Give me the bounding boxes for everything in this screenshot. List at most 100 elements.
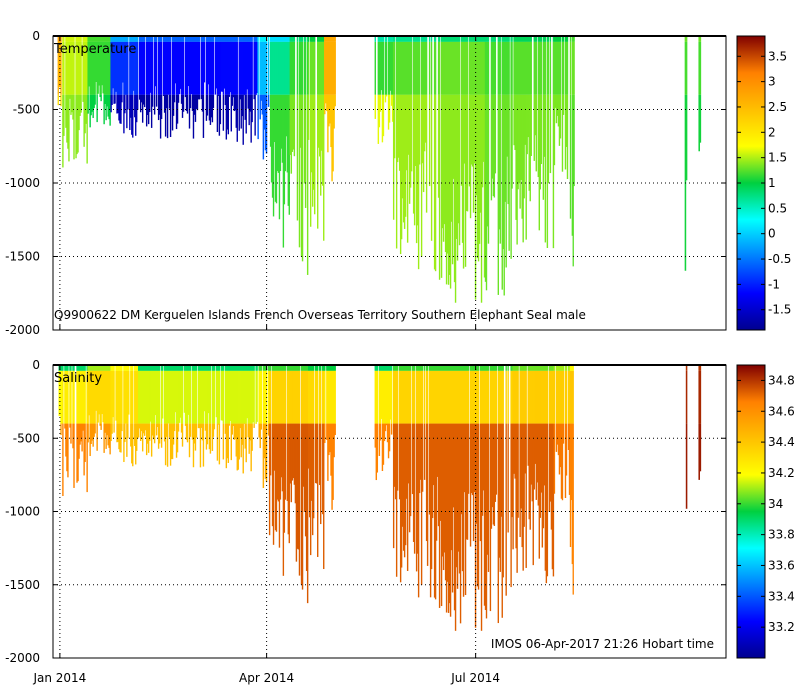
profile-upper-layer <box>490 370 493 424</box>
profile-upper-layer <box>189 41 192 95</box>
profile-surface-layer <box>375 365 378 371</box>
profile-upper-layer <box>395 41 398 95</box>
profile-deep-layer <box>274 94 277 202</box>
profile-upper-layer <box>407 41 410 95</box>
profile-deep-layer <box>502 94 504 250</box>
profile-surface-layer <box>205 365 208 371</box>
profile-upper-layer <box>245 370 247 424</box>
profile-upper-layer <box>469 41 472 95</box>
profile-surface-layer <box>150 365 153 371</box>
profile-deep-layer <box>415 423 418 572</box>
profile-upper-layer <box>142 41 145 95</box>
profile-deep-layer <box>194 94 197 122</box>
profile-surface-layer <box>127 36 129 42</box>
profile-surface-layer <box>178 36 181 42</box>
profile-upper-layer <box>236 41 238 95</box>
profile-surface-layer <box>304 365 307 371</box>
profile-deep-layer <box>225 94 228 140</box>
profile-upper-layer <box>516 370 518 424</box>
profile-surface-layer <box>93 36 95 42</box>
profile-deep-layer <box>292 423 295 479</box>
profile-surface-layer <box>230 36 232 42</box>
profile-deep-layer <box>130 94 132 118</box>
profile-deep-layer <box>395 423 398 577</box>
profile-surface-layer <box>166 365 169 371</box>
profile-surface-layer <box>239 365 241 371</box>
profile-upper-layer <box>210 41 213 95</box>
profile-surface-layer <box>97 36 99 42</box>
profile-surface-layer <box>398 36 401 42</box>
profile-surface-layer <box>174 365 177 371</box>
y-tick-label: -1000 <box>5 505 40 519</box>
profile-surface-layer <box>78 36 80 42</box>
profile-surface-layer <box>103 365 105 371</box>
profile-deep-layer <box>94 423 96 434</box>
profile-deep-layer <box>524 423 526 474</box>
profile-upper-layer <box>307 41 310 95</box>
profile-surface-layer <box>300 365 303 371</box>
profile-deep-layer <box>262 423 265 488</box>
profile-deep-layer <box>484 423 487 610</box>
profile-upper-layer <box>463 370 466 424</box>
profile-surface-layer <box>177 365 180 371</box>
profile-surface-layer <box>278 36 281 42</box>
profile-upper-layer <box>257 41 259 95</box>
profile-deep-layer <box>425 94 428 213</box>
profile-upper-layer <box>161 370 164 419</box>
temperature-panel: 0-500-1000-1500-2000 Temperature Q990062… <box>5 29 791 337</box>
profile-surface-layer <box>532 365 534 371</box>
profile-upper-layer <box>273 41 276 95</box>
profile-upper-layer <box>109 41 111 95</box>
profile-surface-layer <box>469 365 472 371</box>
profile-surface-layer <box>522 365 524 371</box>
profile-upper-layer <box>134 41 136 95</box>
profile-upper-layer <box>262 370 265 424</box>
profile-deep-layer <box>290 94 293 174</box>
profile-upper-layer <box>522 41 524 95</box>
profile-deep-layer <box>530 423 532 485</box>
profile-upper-layer <box>127 370 129 424</box>
profile-deep-layer <box>326 423 328 440</box>
profile-upper-layer <box>559 370 562 424</box>
profile-upper-layer <box>166 41 169 95</box>
profile-deep-layer <box>62 423 64 497</box>
profile-deep-layer <box>118 423 120 450</box>
profile-upper-layer <box>104 41 106 95</box>
profile-deep-layer <box>249 94 251 112</box>
profile-upper-layer <box>174 370 177 413</box>
profile-upper-layer <box>73 41 75 95</box>
colorbar-tick-label: 33.8 <box>768 528 795 542</box>
profile-upper-layer <box>413 41 416 95</box>
profile-deep-layer <box>111 423 113 434</box>
profile-deep-layer <box>191 94 194 111</box>
profile-surface-layer <box>114 36 116 42</box>
salinity-profiles <box>58 365 702 631</box>
profile-deep-layer <box>467 423 470 494</box>
profile-deep-layer <box>328 423 330 456</box>
profile-upper-layer <box>417 370 420 424</box>
profile-upper-layer <box>442 41 445 95</box>
profile-upper-layer <box>218 41 221 95</box>
profile-deep-layer <box>437 423 440 527</box>
profile-deep-layer <box>469 94 472 219</box>
profile-surface-layer <box>208 365 211 371</box>
profile-upper-layer <box>480 41 483 95</box>
profile-upper-layer <box>132 41 134 95</box>
profile-deep-layer <box>113 423 115 433</box>
profile-deep-layer <box>331 423 333 510</box>
profile-deep-layer <box>119 94 121 124</box>
profile-deep-layer <box>379 94 382 112</box>
profile-deep-layer <box>212 94 215 109</box>
profile-deep-layer <box>85 94 87 124</box>
profile-surface-layer <box>549 365 552 371</box>
profile-surface-layer <box>478 36 481 42</box>
profile-surface-layer <box>492 365 495 371</box>
profile-surface-layer <box>234 365 236 371</box>
profile-deep-layer <box>456 94 459 261</box>
profile-deep-layer <box>483 94 486 278</box>
profile-upper-layer <box>216 41 219 95</box>
profile-upper-layer <box>447 41 450 95</box>
profile-surface-layer <box>546 365 549 371</box>
profile-upper-layer <box>251 41 253 95</box>
profile-surface-layer <box>181 36 184 42</box>
